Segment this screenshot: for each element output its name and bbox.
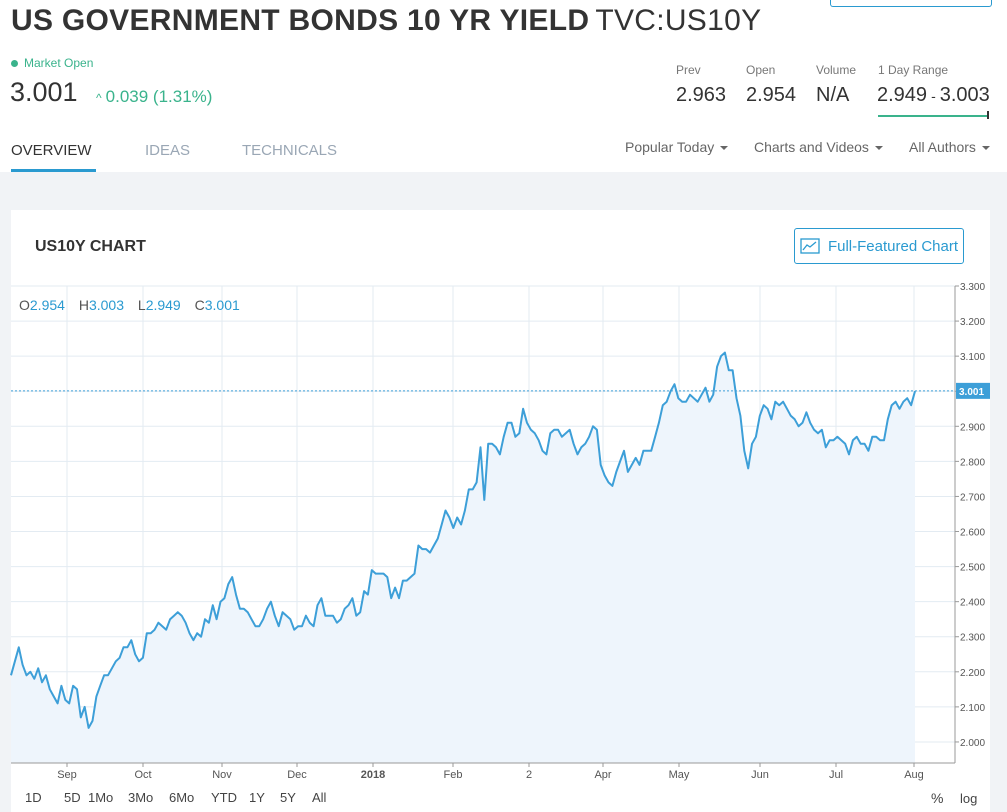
- y-tick-label: 3.100: [960, 352, 985, 363]
- charts-videos-dropdown[interactable]: Charts and Videos: [754, 139, 883, 155]
- range-high: 3.003: [939, 84, 990, 106]
- open-value: 2.954: [746, 84, 797, 106]
- full-featured-chart-button[interactable]: Full-Featured Chart: [794, 228, 964, 264]
- follow-button-edge[interactable]: [830, 0, 992, 7]
- y-tick-label: 2.200: [960, 668, 985, 679]
- x-tick-label: 2: [526, 769, 532, 781]
- charts-videos-label: Charts and Videos: [754, 139, 869, 155]
- price-change-value: 0.039 (1.31%): [105, 87, 213, 106]
- bond-name: US GOVERNMENT BONDS 10 YR YIELD: [11, 4, 590, 37]
- range-5y[interactable]: 5Y: [280, 790, 296, 805]
- log-toggle[interactable]: log: [960, 791, 978, 806]
- full-featured-chart-label: Full-Featured Chart: [827, 237, 959, 255]
- range-all[interactable]: All: [312, 790, 327, 805]
- y-tick-label: 2.400: [960, 598, 985, 609]
- x-tick-label: 2018: [361, 769, 385, 781]
- x-tick-label: Oct: [134, 769, 151, 781]
- range-value: 2.949-3.003: [877, 84, 990, 107]
- price-change: ^ 0.039 (1.31%): [96, 87, 212, 107]
- open-value: 2.954: [29, 297, 65, 313]
- last-price-text: 3.001: [959, 387, 984, 398]
- range-separator: -: [931, 88, 936, 104]
- x-tick-label: Jun: [751, 769, 769, 781]
- range-low: 2.949: [877, 84, 928, 106]
- x-tick-label: Apr: [594, 769, 611, 781]
- low-label: L: [137, 297, 146, 313]
- range-3mo[interactable]: 3Mo: [128, 790, 154, 805]
- percent-toggle[interactable]: %: [931, 790, 944, 806]
- tab-ideas[interactable]: IDEAS: [145, 142, 191, 159]
- range-5d[interactable]: 5D: [64, 790, 81, 805]
- range-6mo[interactable]: 6Mo: [169, 790, 195, 805]
- last-price: 3.001: [10, 77, 78, 107]
- chart-icon: [800, 238, 820, 254]
- x-tick-label: Feb: [444, 769, 463, 781]
- tab-overview[interactable]: OVERVIEW: [11, 142, 92, 159]
- range-label: 1 Day Range: [878, 63, 949, 77]
- ticker-symbol: TVC:US10Y: [595, 4, 762, 37]
- range-ytd[interactable]: YTD: [211, 790, 237, 805]
- tab-technicals[interactable]: TECHNICALS: [242, 142, 338, 159]
- range-1d[interactable]: 1D: [25, 790, 42, 805]
- prev-label: Prev: [676, 63, 701, 77]
- all-authors-label: All Authors: [909, 139, 976, 155]
- y-tick-label: 2.900: [960, 422, 985, 433]
- x-tick-label: Dec: [287, 769, 307, 781]
- popular-today-label: Popular Today: [625, 139, 715, 155]
- up-arrow-icon: ^: [96, 91, 102, 105]
- range-1mo[interactable]: 1Mo: [88, 790, 114, 805]
- market-status-label: Market Open: [24, 56, 94, 70]
- prev-value: 2.963: [676, 84, 727, 106]
- close-label: C: [194, 297, 205, 313]
- open-label: Open: [746, 63, 776, 77]
- volume-label: Volume: [816, 63, 857, 77]
- active-tab-indicator: [11, 169, 96, 172]
- y-tick-label: 2.300: [960, 633, 985, 644]
- range-selector: 1D 5D 1Mo 3Mo 6Mo YTD 1Y 5Y All: [25, 790, 326, 805]
- last-price-label: 3.001: [956, 382, 990, 399]
- y-tick-label: 2.500: [960, 563, 985, 574]
- all-authors-dropdown[interactable]: All Authors: [909, 139, 990, 155]
- close-value: 3.001: [204, 297, 240, 313]
- x-tick-label: May: [669, 769, 690, 781]
- x-axis: Sep Oct Nov Dec 2018 Feb 2 Apr May Jun Jul Aug: [11, 762, 955, 781]
- high-label: H: [78, 297, 89, 313]
- popular-today-dropdown[interactable]: Popular Today: [625, 139, 729, 155]
- price-line: [10, 351, 916, 729]
- chevron-down-icon: [981, 146, 990, 151]
- chevron-down-icon: [874, 146, 883, 151]
- x-tick-label: Sep: [57, 769, 77, 781]
- status-dot-icon: [11, 59, 18, 67]
- y-axis: 2.000 2.100 2.200 2.300 2.400 2.500 2.600 2.700…: [954, 282, 985, 763]
- chart-title: US10Y CHART: [35, 238, 146, 255]
- page-title: US GOVERNMENT BONDS 10 YR YIELD TVC:US10Y: [11, 4, 761, 38]
- y-tick-label: 3.300: [960, 282, 985, 293]
- y-tick-label: 3.200: [960, 317, 985, 328]
- y-tick-label: 2.600: [960, 528, 985, 539]
- range-bar: [878, 115, 989, 117]
- range-marker: [987, 111, 989, 119]
- chevron-down-icon: [720, 146, 729, 151]
- ohlc-legend: O2.954 H3.003 L2.949 C3.001: [19, 297, 250, 313]
- low-value: 2.949: [145, 297, 181, 313]
- price-area-fill: [11, 352, 915, 763]
- last-price-badge: [956, 382, 990, 399]
- y-tick-label: 2.100: [960, 703, 985, 714]
- y-tick-label: 2.700: [960, 492, 985, 503]
- range-1y[interactable]: 1Y: [249, 790, 265, 805]
- x-tick-label: Nov: [212, 769, 232, 781]
- quote-header: US GOVERNMENT BONDS 10 YR YIELD TVC:US10Y…: [0, 0, 1007, 172]
- volume-value: N/A: [816, 84, 850, 106]
- open-label: O: [19, 297, 30, 313]
- x-tick-label: Jul: [829, 769, 843, 781]
- x-tick-label: Aug: [904, 769, 924, 781]
- y-tick-label: 2.000: [960, 738, 985, 749]
- y-tick-label: 2.800: [960, 457, 985, 468]
- high-value: 3.003: [88, 297, 124, 313]
- market-status: Market Open: [11, 56, 93, 70]
